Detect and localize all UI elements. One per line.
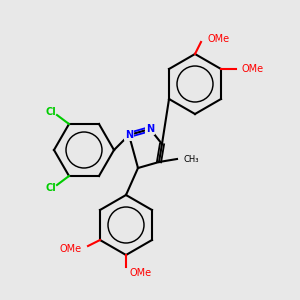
- Text: OMe: OMe: [242, 64, 264, 74]
- Text: OMe: OMe: [60, 244, 82, 254]
- Text: N: N: [125, 130, 133, 140]
- Text: Cl: Cl: [46, 107, 56, 117]
- Text: N: N: [146, 124, 154, 134]
- Text: OMe: OMe: [207, 34, 229, 44]
- Text: CH₃: CH₃: [183, 154, 199, 164]
- Text: Cl: Cl: [46, 183, 56, 193]
- Text: OMe: OMe: [129, 268, 151, 278]
